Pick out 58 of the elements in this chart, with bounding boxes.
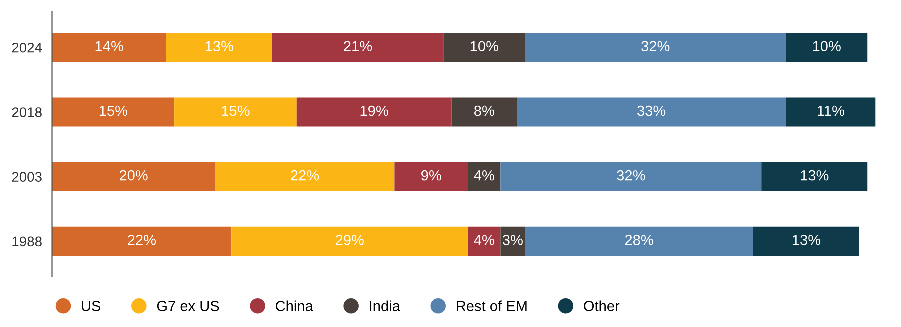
bar [166,33,272,62]
bar [525,33,786,62]
data-label: 32% [642,41,670,52]
data-label: 28% [625,235,654,246]
data-label: 10% [813,41,841,52]
data-label: 15% [100,106,128,116]
legend-label: Other [584,300,620,312]
bar [394,162,468,192]
data-label: 33% [638,106,666,116]
data-label: 4% [474,170,494,181]
bar [174,98,297,127]
legend-label: India [370,300,400,312]
data-label: 22% [128,235,156,246]
legend-label: US [82,301,101,312]
bar [525,226,754,256]
bar [762,162,868,192]
data-label: 9% [422,170,442,181]
data-label: 15% [222,106,250,116]
data-label: 29% [336,235,364,246]
bar [500,226,526,256]
y-tick-label: 2003 [12,172,42,182]
bar [452,98,518,127]
data-label: 21% [344,41,372,52]
bar [232,226,468,256]
bar [296,98,452,127]
legend-label: G7 ex US [157,301,220,312]
legend-label: China [276,300,314,312]
bar [786,33,868,62]
bar [52,98,175,127]
bar [272,33,444,62]
data-label: 13% [792,235,821,246]
bar [786,98,876,127]
data-label: 13% [206,41,234,52]
bar [52,33,166,62]
y-tick-label: 2018 [12,108,42,118]
bar [500,162,762,192]
data-label: 13% [801,170,829,181]
bar [517,98,786,127]
data-label: 4% [474,235,494,246]
data-label: 10% [470,41,498,52]
bar [468,162,501,192]
y-tick-label: 2024 [12,42,42,53]
data-label: 11% [818,106,844,116]
bar [468,226,501,256]
bar [52,162,216,192]
data-label: 22% [291,170,320,181]
bar [753,226,860,256]
data-label: 3% [502,235,523,246]
data-label: 8% [474,106,494,116]
bar [52,226,232,256]
legend-label: Rest of EM [457,300,527,312]
data-label: 14% [96,41,124,52]
y-tick-label: 1988 [12,236,42,247]
data-label: 32% [617,170,646,181]
bar [215,162,395,192]
data-label: 19% [360,106,388,116]
data-label: 20% [120,170,148,181]
bar [444,33,526,62]
